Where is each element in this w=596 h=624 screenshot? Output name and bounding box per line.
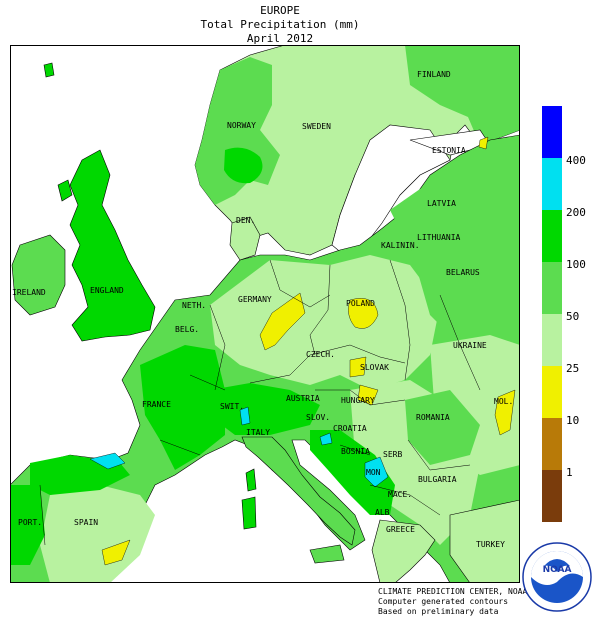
precipitation-map: FINLAND NORWAY SWEDEN ESTONIA LATVIA LIT… <box>10 45 520 583</box>
label-estonia: ESTONIA <box>432 146 466 155</box>
label-spain: SPAIN <box>74 518 98 527</box>
legend-label-400: 400 <box>566 154 586 167</box>
land-sicily <box>309 544 345 564</box>
dry-zone-spain <box>101 539 131 566</box>
region-central-light <box>210 255 440 390</box>
label-belgium: BELG. <box>175 325 199 334</box>
region-portugal-green <box>10 485 45 565</box>
region-sweden-dry <box>310 103 360 185</box>
land-denmark <box>229 216 261 261</box>
land-isle <box>43 62 55 78</box>
label-switzerland: SWIT. <box>220 402 244 411</box>
label-france: FRANCE <box>142 400 171 409</box>
region-belarus-green <box>410 225 520 345</box>
land-great-britain <box>69 149 156 342</box>
label-serbia: SERB <box>383 450 402 459</box>
label-bosnia: BOSNIA <box>341 447 370 456</box>
credit-method: Computer generated contours <box>378 597 509 606</box>
label-denmark: DEN. <box>236 216 255 225</box>
region-south-norway <box>224 147 263 184</box>
wet-zone-pyrenees <box>89 452 126 470</box>
legend-swatch-2 <box>542 210 562 262</box>
map-title-variable: Total Precipitation (mm) <box>200 18 360 31</box>
label-poland: POLAND <box>346 299 375 308</box>
label-kaliningrad: KALININ. <box>381 241 420 250</box>
legend-label-200: 200 <box>566 206 586 219</box>
region-baltics <box>390 165 490 250</box>
region-dinaric-green <box>310 430 395 515</box>
land-ireland <box>11 234 66 316</box>
region-romania-green <box>405 390 480 465</box>
sea-baltic <box>331 124 451 261</box>
label-germany: GERMANY <box>238 295 272 304</box>
label-finland: FINLAND <box>417 70 451 79</box>
legend-swatch-6 <box>542 418 562 470</box>
noaa-logo: NOAA <box>522 542 592 612</box>
legend-swatch-4 <box>542 314 562 366</box>
dry-zone-slovakia <box>349 356 367 378</box>
region-finland-east <box>405 45 520 145</box>
label-belarus: BELARUS <box>446 268 480 277</box>
label-greece: GREECE <box>386 525 415 534</box>
legend-swatch-7 <box>542 470 562 522</box>
land-italy <box>241 436 356 546</box>
label-croatia: CROATIA <box>333 424 367 433</box>
region-spain-light <box>40 485 155 583</box>
label-moldova: MOL. <box>494 397 513 406</box>
region-alps-green <box>210 383 320 435</box>
land-turkey <box>449 499 520 583</box>
label-ireland: IRELAND <box>12 288 46 297</box>
country-borders <box>39 259 481 546</box>
legend-swatch-3 <box>542 262 562 314</box>
land-scotland-islands <box>57 179 73 202</box>
legend-label-25: 25 <box>566 362 580 375</box>
label-norway: NORWAY <box>227 121 256 130</box>
label-hungary: HUNGARY <box>341 396 375 405</box>
label-czech: CZECH. <box>306 350 335 359</box>
label-slovak: SLOVAK <box>360 363 389 372</box>
dry-zone-poland <box>348 298 379 329</box>
land-corsica <box>245 468 257 492</box>
region-france-green <box>140 345 225 470</box>
label-bulgaria: BULGARIA <box>418 475 457 484</box>
label-sweden: SWEDEN <box>302 122 331 131</box>
dry-zone-moldova <box>494 389 516 436</box>
label-england: ENGLAND <box>90 286 124 295</box>
land-greece <box>371 519 436 583</box>
dry-zone-estonia <box>478 136 489 150</box>
legend-label-100: 100 <box>566 258 586 271</box>
label-italy: ITALY <box>246 428 270 437</box>
label-latvia: LATVIA <box>427 199 456 208</box>
legend-label-1: 1 <box>566 466 573 479</box>
label-romania: ROMANIA <box>416 413 450 422</box>
map-title-region: EUROPE <box>260 4 300 17</box>
dry-zone-germany <box>259 292 306 351</box>
label-netherlands: NETH. <box>182 301 206 310</box>
map-frame <box>10 45 520 583</box>
noaa-logo-text: NOAA <box>543 565 572 575</box>
land-sardinia <box>241 496 257 530</box>
legend-label-10: 10 <box>566 414 580 427</box>
label-albania: ALB <box>375 508 390 517</box>
map-title-period: April 2012 <box>246 32 314 45</box>
label-turkey: TURKEY <box>476 540 505 549</box>
wet-zone-croatia <box>319 432 333 446</box>
label-lithuania: LITHUANIA <box>417 233 461 242</box>
legend-swatch-1 <box>542 158 562 210</box>
legend-label-50: 50 <box>566 310 580 323</box>
legend-colorbar <box>542 106 562 522</box>
legend-swatch-5 <box>542 366 562 418</box>
legend-swatch-0 <box>542 106 562 158</box>
label-montenegro: MON <box>366 468 381 477</box>
label-macedonia: MACE. <box>388 490 412 499</box>
label-ukraine: UKRAINE <box>453 341 487 350</box>
label-slovenia: SLOV. <box>306 413 330 422</box>
wet-zone-alps <box>239 406 251 426</box>
label-austria: AUSTRIA <box>286 394 320 403</box>
credit-agency: CLIMATE PREDICTION CENTER, NOAA <box>378 587 528 596</box>
wet-zone-montenegro <box>364 456 389 488</box>
credit-data-note: Based on preliminary data <box>378 607 499 616</box>
label-portugal: PORT. <box>18 518 42 527</box>
